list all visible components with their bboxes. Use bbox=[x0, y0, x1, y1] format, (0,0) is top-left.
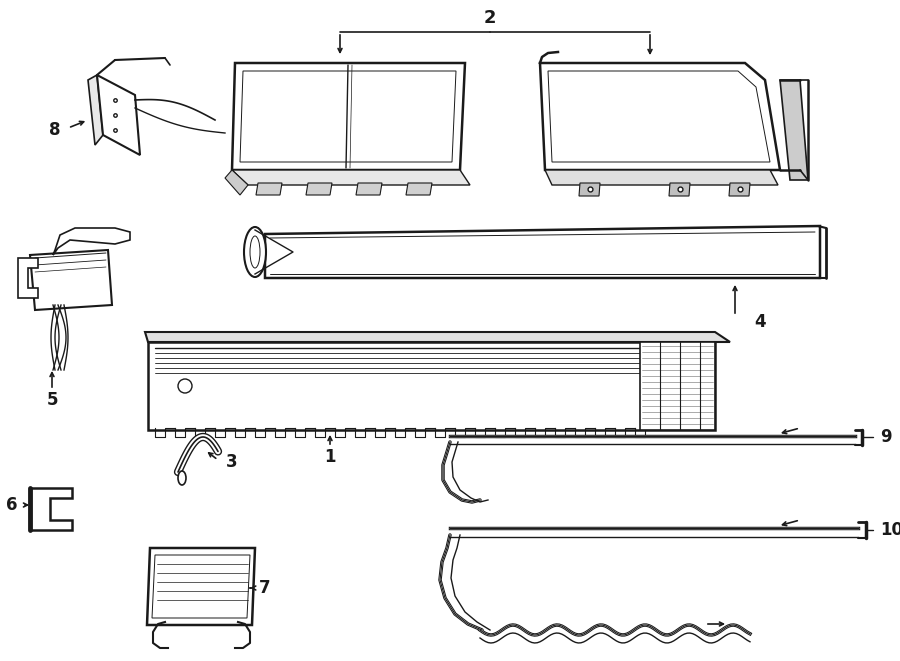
Polygon shape bbox=[669, 183, 690, 196]
Polygon shape bbox=[729, 183, 750, 196]
Polygon shape bbox=[545, 170, 778, 185]
Polygon shape bbox=[97, 75, 140, 155]
Polygon shape bbox=[406, 183, 432, 195]
Polygon shape bbox=[579, 183, 600, 196]
Ellipse shape bbox=[178, 471, 186, 485]
Polygon shape bbox=[540, 63, 780, 170]
Circle shape bbox=[178, 379, 192, 393]
Ellipse shape bbox=[250, 236, 260, 268]
Text: 2: 2 bbox=[484, 9, 496, 27]
Polygon shape bbox=[548, 71, 770, 162]
Text: 5: 5 bbox=[46, 391, 58, 409]
Polygon shape bbox=[53, 228, 130, 255]
Polygon shape bbox=[88, 75, 103, 145]
Polygon shape bbox=[225, 170, 248, 195]
Polygon shape bbox=[18, 258, 38, 298]
Polygon shape bbox=[780, 80, 808, 180]
Text: 7: 7 bbox=[259, 579, 271, 597]
Ellipse shape bbox=[244, 227, 266, 277]
Polygon shape bbox=[640, 342, 715, 430]
Text: 4: 4 bbox=[754, 313, 766, 331]
Text: 10: 10 bbox=[880, 521, 900, 539]
Polygon shape bbox=[145, 332, 730, 342]
Text: 6: 6 bbox=[6, 496, 18, 514]
Polygon shape bbox=[30, 488, 72, 530]
Polygon shape bbox=[148, 342, 715, 430]
Polygon shape bbox=[30, 250, 112, 310]
Polygon shape bbox=[306, 183, 332, 195]
Polygon shape bbox=[265, 226, 820, 278]
Polygon shape bbox=[256, 183, 282, 195]
Text: 9: 9 bbox=[880, 428, 892, 446]
Text: 3: 3 bbox=[226, 453, 238, 471]
Polygon shape bbox=[232, 63, 465, 170]
Text: 8: 8 bbox=[50, 121, 61, 139]
Polygon shape bbox=[356, 183, 382, 195]
Polygon shape bbox=[232, 170, 470, 185]
Polygon shape bbox=[147, 548, 255, 625]
Polygon shape bbox=[240, 71, 456, 162]
Polygon shape bbox=[152, 555, 250, 618]
Text: 1: 1 bbox=[324, 448, 336, 466]
